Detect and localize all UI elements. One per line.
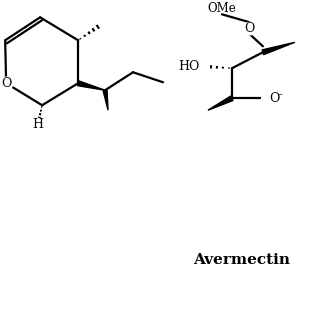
Polygon shape <box>103 90 108 110</box>
Text: O: O <box>1 77 11 90</box>
Text: –: – <box>278 90 283 99</box>
Polygon shape <box>77 81 105 90</box>
Text: HO: HO <box>179 60 200 73</box>
Text: O: O <box>245 22 255 35</box>
Polygon shape <box>208 96 233 110</box>
Text: OMe: OMe <box>208 2 236 15</box>
Text: Avermectin: Avermectin <box>193 253 291 267</box>
Polygon shape <box>262 42 295 55</box>
Text: H: H <box>33 118 44 131</box>
Text: O: O <box>269 92 279 105</box>
